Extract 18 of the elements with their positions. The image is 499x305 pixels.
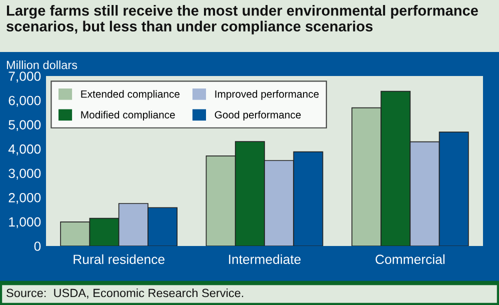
x-tick-label: Rural residence — [74, 254, 164, 264]
y-tick-label: 0 — [34, 242, 41, 251]
legend-label: Good performance — [214, 110, 301, 121]
y-tick-label: 4,000 — [8, 144, 41, 156]
x-tick-label: Intermediate — [229, 254, 301, 264]
y-tick-label: 3,000 — [8, 168, 41, 180]
legend-label: Modified compliance — [81, 110, 175, 121]
y-axis-title: Million dollars — [6, 60, 78, 70]
legend-label: Improved performance — [215, 90, 319, 100]
y-tick-label: 1,000 — [9, 217, 41, 228]
legend-label: Extended compliance — [81, 90, 180, 100]
y-tick-label: 6,000 — [8, 96, 41, 107]
y-tick-label: 7,000 — [8, 72, 41, 82]
source-note: Source: USDA, Economic Research Service. — [6, 288, 244, 299]
y-tick-label: 5,000 — [8, 120, 41, 132]
x-tick-label: Commercial — [376, 254, 444, 264]
chart-title: Large farms still receive the most under environmental performance scenarios, but less than under compliance scenarios — [6, 5, 478, 34]
y-tick-label: 2,000 — [8, 192, 41, 204]
